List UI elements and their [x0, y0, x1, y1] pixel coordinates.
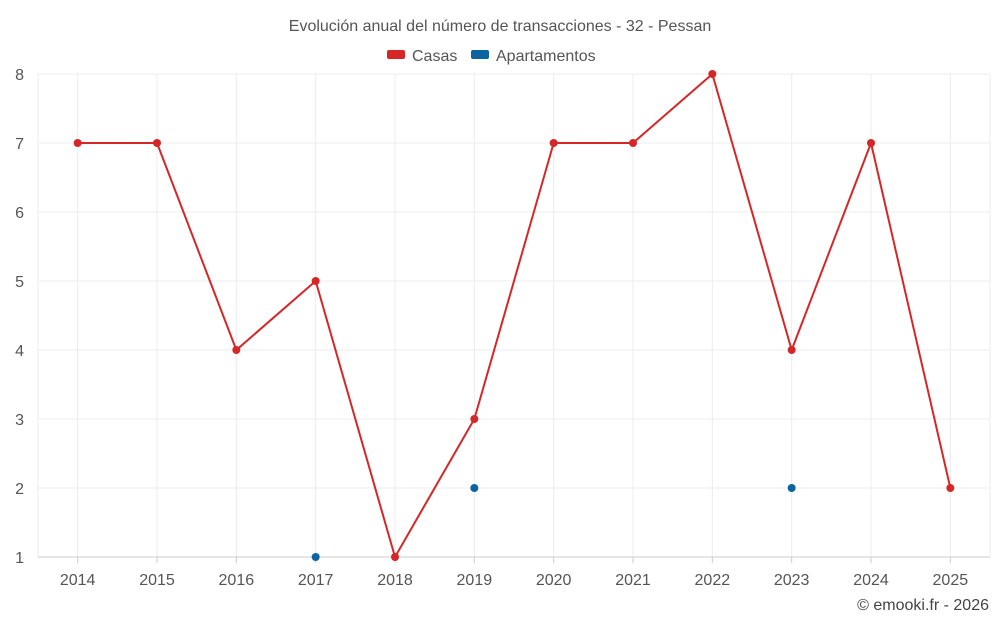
x-tick-label: 2021 [615, 572, 651, 589]
x-tick-label: 2020 [536, 572, 572, 589]
y-tick-label: 8 [15, 67, 24, 84]
x-tick-label: 2016 [219, 572, 255, 589]
credit-text: © emooki.fr - 2026 [857, 597, 989, 614]
legend-item-apartamentos[interactable]: Apartamentos [471, 48, 596, 65]
data-point-apartamentos-2023[interactable] [787, 484, 796, 492]
x-tick-label: 2022 [695, 572, 731, 589]
legend: Casas Apartamentos [387, 48, 596, 65]
data-point-casas-2014[interactable] [73, 139, 82, 147]
data-point-casas-2018[interactable] [391, 553, 399, 561]
legend-swatch-casas [387, 50, 405, 59]
x-tick-label: 2023 [774, 572, 810, 589]
data-point-casas-2020[interactable] [549, 139, 558, 147]
grid [37, 73, 991, 558]
y-tick-label: 4 [15, 343, 24, 360]
x-tick-label: 2017 [298, 572, 334, 589]
data-point-casas-2015[interactable] [153, 139, 161, 147]
y-tick-label: 2 [15, 481, 24, 498]
x-tick-label: 2014 [60, 572, 96, 589]
data-point-casas-2024[interactable] [867, 139, 875, 147]
data-point-casas-2022[interactable] [708, 70, 717, 78]
legend-item-casas[interactable]: Casas [387, 48, 457, 65]
y-tick-label: 1 [15, 550, 24, 567]
y-tick-label: 3 [15, 412, 24, 429]
data-point-apartamentos-2017[interactable] [311, 553, 320, 561]
legend-label-apartamentos: Apartamentos [496, 48, 596, 65]
data-point-casas-2016[interactable] [232, 346, 241, 354]
data-point-casas-2021[interactable] [629, 139, 637, 147]
data-point-apartamentos-2019[interactable] [470, 484, 479, 492]
legend-swatch-apartamentos [471, 50, 489, 59]
axes: 1 2 3 4 5 6 7 8 2014 2015 2016 2017 2018 2019 2020 2021… [15, 67, 990, 589]
x-tick-label: 2018 [377, 572, 413, 589]
x-tick-label: 2025 [933, 572, 969, 589]
data-point-casas-2023[interactable] [787, 346, 796, 354]
x-tick-label: 2024 [853, 572, 889, 589]
series [73, 70, 955, 561]
data-point-casas-2019[interactable] [470, 415, 479, 423]
y-tick-label: 6 [15, 205, 24, 222]
series-line-casas [77, 73, 952, 558]
chart-title: Evolución anual del número de transaccio… [289, 18, 711, 35]
x-tick-label: 2019 [457, 572, 493, 589]
y-tick-label: 5 [15, 274, 24, 291]
y-tick-label: 7 [15, 136, 24, 153]
legend-label-casas: Casas [412, 48, 457, 65]
x-tick-label: 2015 [139, 572, 175, 589]
data-point-casas-2017[interactable] [311, 277, 320, 285]
data-point-casas-2025[interactable] [946, 484, 955, 492]
